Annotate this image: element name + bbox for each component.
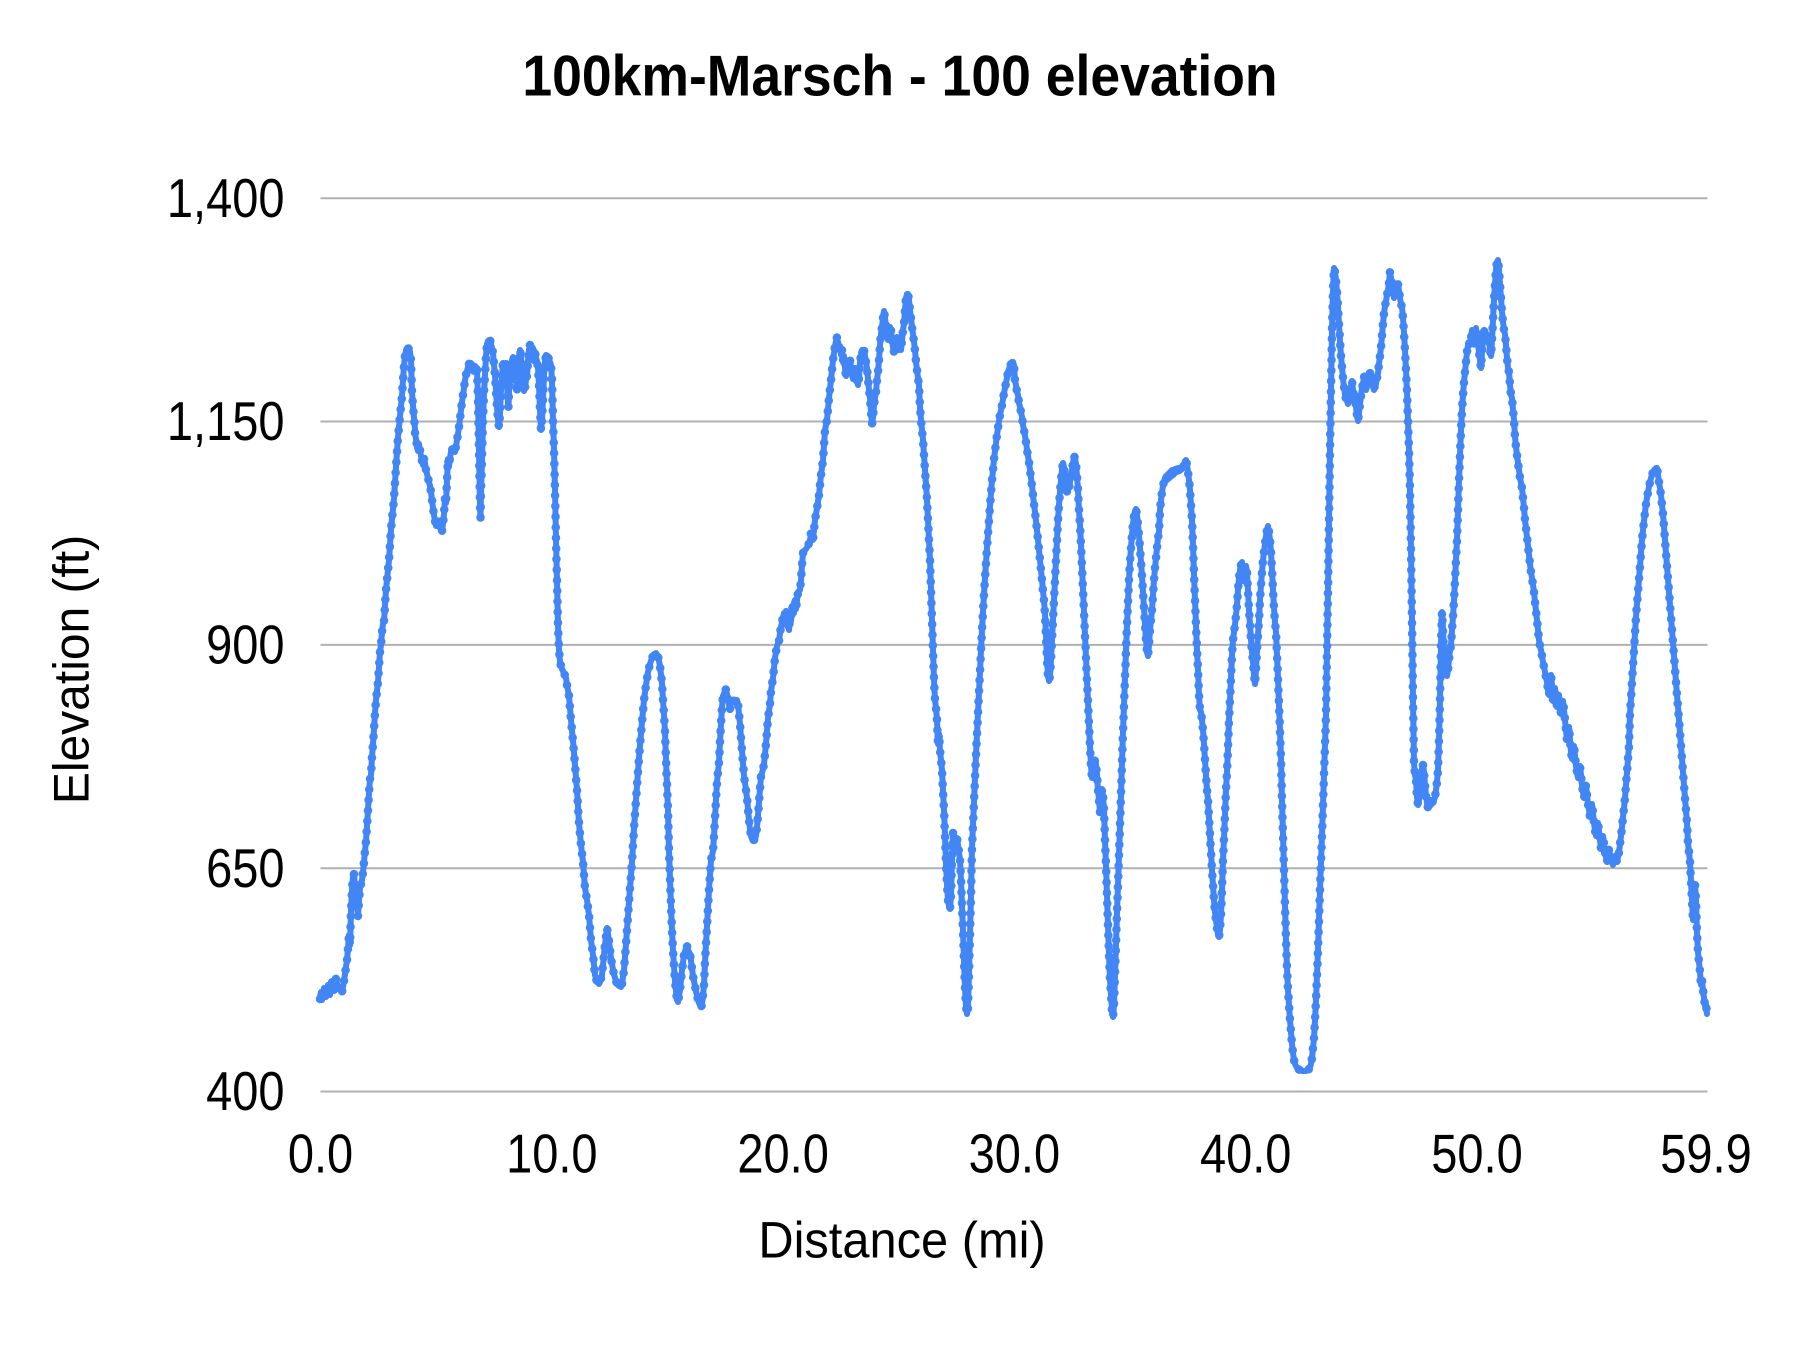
svg-text:30.0: 30.0: [969, 1123, 1060, 1184]
svg-text:650: 650: [206, 838, 284, 899]
svg-text:40.0: 40.0: [1200, 1123, 1291, 1184]
svg-text:900: 900: [206, 614, 284, 675]
svg-text:1,400: 1,400: [167, 168, 285, 229]
svg-text:100km-Marsch - 100 elevation: 100km-Marsch - 100 elevation: [522, 44, 1277, 108]
svg-text:0.0: 0.0: [288, 1123, 353, 1184]
svg-text:59.9: 59.9: [1660, 1123, 1751, 1184]
svg-text:1,150: 1,150: [167, 391, 285, 452]
svg-text:Distance (mi): Distance (mi): [758, 1211, 1045, 1268]
svg-text:50.0: 50.0: [1431, 1123, 1522, 1184]
svg-text:10.0: 10.0: [506, 1123, 597, 1184]
svg-text:400: 400: [206, 1061, 284, 1122]
svg-text:20.0: 20.0: [737, 1123, 828, 1184]
svg-text:Elevation (ft): Elevation (ft): [43, 535, 99, 804]
